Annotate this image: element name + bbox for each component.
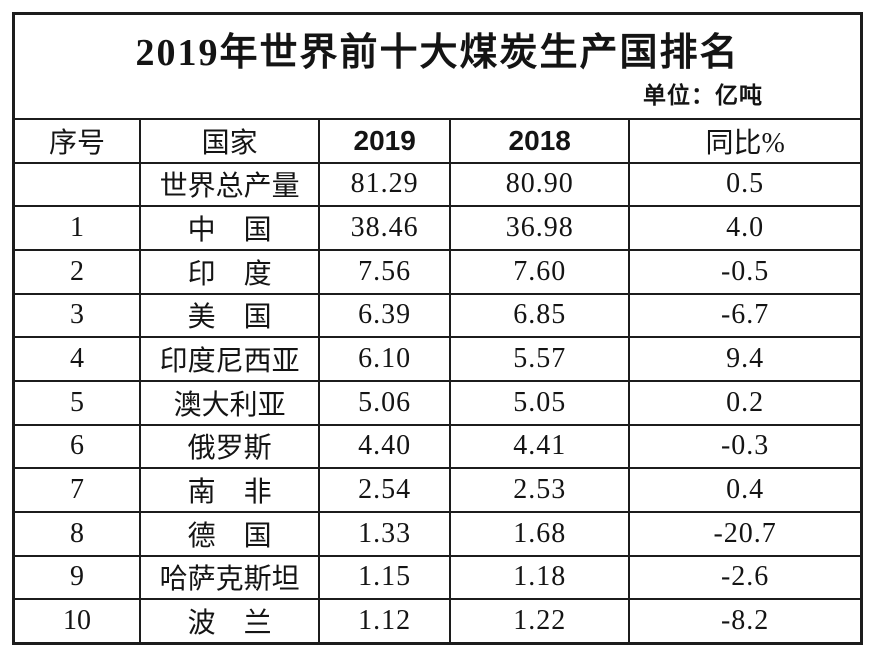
value-2018-cell: 5.57: [449, 336, 631, 382]
yoy-cell: -8.2: [628, 598, 860, 642]
rank-cell: 6: [15, 423, 142, 470]
table-row: 2 印 度 7.56 7.60 -0.5: [15, 248, 860, 295]
country-cell: 印度尼西亚: [139, 336, 321, 382]
table-row: 9 哈萨克斯坦 1.15 1.18 -2.6: [15, 554, 860, 601]
rank-cell: 3: [15, 292, 142, 339]
country-cell: 波 兰: [139, 598, 321, 642]
table-row: 7 南 非 2.54 2.53 0.4: [15, 467, 860, 513]
value-2019-cell: 4.40: [318, 423, 452, 470]
value-2018-cell: 80.90: [449, 161, 631, 208]
rank-cell: 4: [15, 336, 142, 382]
header-row: 序号 国家 2019 2018 同比%: [15, 118, 860, 164]
country-cell: 世界总产量: [139, 161, 321, 208]
rank-cell: 9: [15, 554, 142, 601]
value-2018-cell: 5.05: [449, 379, 631, 426]
column-header-2019: 2019: [318, 118, 452, 164]
country-cell: 俄罗斯: [139, 423, 321, 470]
column-header-rank: 序号: [15, 118, 142, 164]
table-row: 5 澳大利亚 5.06 5.05 0.2: [15, 379, 860, 426]
value-2019-cell: 5.06: [318, 379, 452, 426]
coal-production-table: 序号 国家 2019 2018 同比% 世界总产量 81.29 80.90 0.…: [15, 118, 860, 642]
value-2018-cell: 4.41: [449, 423, 631, 470]
yoy-cell: -0.3: [628, 423, 860, 470]
value-2018-cell: 7.60: [449, 248, 631, 295]
column-header-country: 国家: [139, 118, 321, 164]
title-area: 2019年世界前十大煤炭生产国排名 单位：亿吨: [15, 15, 860, 118]
value-2018-cell: 1.18: [449, 554, 631, 601]
table-container: 2019年世界前十大煤炭生产国排名 单位：亿吨 序号 国家 2019 2018 …: [12, 12, 863, 645]
yoy-cell: 0.2: [628, 379, 860, 426]
value-2019-cell: 7.56: [318, 248, 452, 295]
country-cell: 印 度: [139, 248, 321, 295]
rank-cell: 2: [15, 248, 142, 295]
yoy-cell: 0.4: [628, 467, 860, 513]
rank-cell: 5: [15, 379, 142, 426]
column-header-yoy: 同比%: [628, 118, 860, 164]
table-row: 1 中 国 38.46 36.98 4.0: [15, 205, 860, 251]
country-cell: 哈萨克斯坦: [139, 554, 321, 601]
value-2018-cell: 2.53: [449, 467, 631, 513]
yoy-cell: -2.6: [628, 554, 860, 601]
yoy-cell: 9.4: [628, 336, 860, 382]
value-2018-cell: 6.85: [449, 292, 631, 339]
country-cell: 南 非: [139, 467, 321, 513]
yoy-cell: -0.5: [628, 248, 860, 295]
country-cell: 澳大利亚: [139, 379, 321, 426]
rank-cell: 1: [15, 205, 142, 251]
yoy-cell: -6.7: [628, 292, 860, 339]
table-row: 4 印度尼西亚 6.10 5.57 9.4: [15, 336, 860, 382]
value-2019-cell: 38.46: [318, 205, 452, 251]
yoy-cell: 0.5: [628, 161, 860, 208]
rank-cell: 10: [15, 598, 142, 642]
table-row: 3 美 国 6.39 6.85 -6.7: [15, 292, 860, 339]
yoy-cell: -20.7: [628, 510, 860, 557]
table-row-world-total: 世界总产量 81.29 80.90 0.5: [15, 161, 860, 208]
value-2019-cell: 6.10: [318, 336, 452, 382]
table-row: 8 德 国 1.33 1.68 -20.7: [15, 510, 860, 557]
country-cell: 美 国: [139, 292, 321, 339]
rank-cell: 7: [15, 467, 142, 513]
value-2018-cell: 1.22: [449, 598, 631, 642]
value-2018-cell: 1.68: [449, 510, 631, 557]
value-2018-cell: 36.98: [449, 205, 631, 251]
country-cell: 中 国: [139, 205, 321, 251]
table-row: 6 俄罗斯 4.40 4.41 -0.3: [15, 423, 860, 470]
column-header-2018: 2018: [449, 118, 631, 164]
value-2019-cell: 6.39: [318, 292, 452, 339]
value-2019-cell: 1.15: [318, 554, 452, 601]
country-cell: 德 国: [139, 510, 321, 557]
unit-label: 单位：亿吨: [643, 83, 763, 108]
value-2019-cell: 1.12: [318, 598, 452, 642]
value-2019-cell: 81.29: [318, 161, 452, 208]
table-row: 10 波 兰 1.12 1.22 -8.2: [15, 598, 860, 642]
yoy-cell: 4.0: [628, 205, 860, 251]
page-title: 2019年世界前十大煤炭生产国排名: [135, 32, 740, 74]
rank-cell: 8: [15, 510, 142, 557]
value-2019-cell: 2.54: [318, 467, 452, 513]
value-2019-cell: 1.33: [318, 510, 452, 557]
rank-cell: [15, 161, 142, 208]
